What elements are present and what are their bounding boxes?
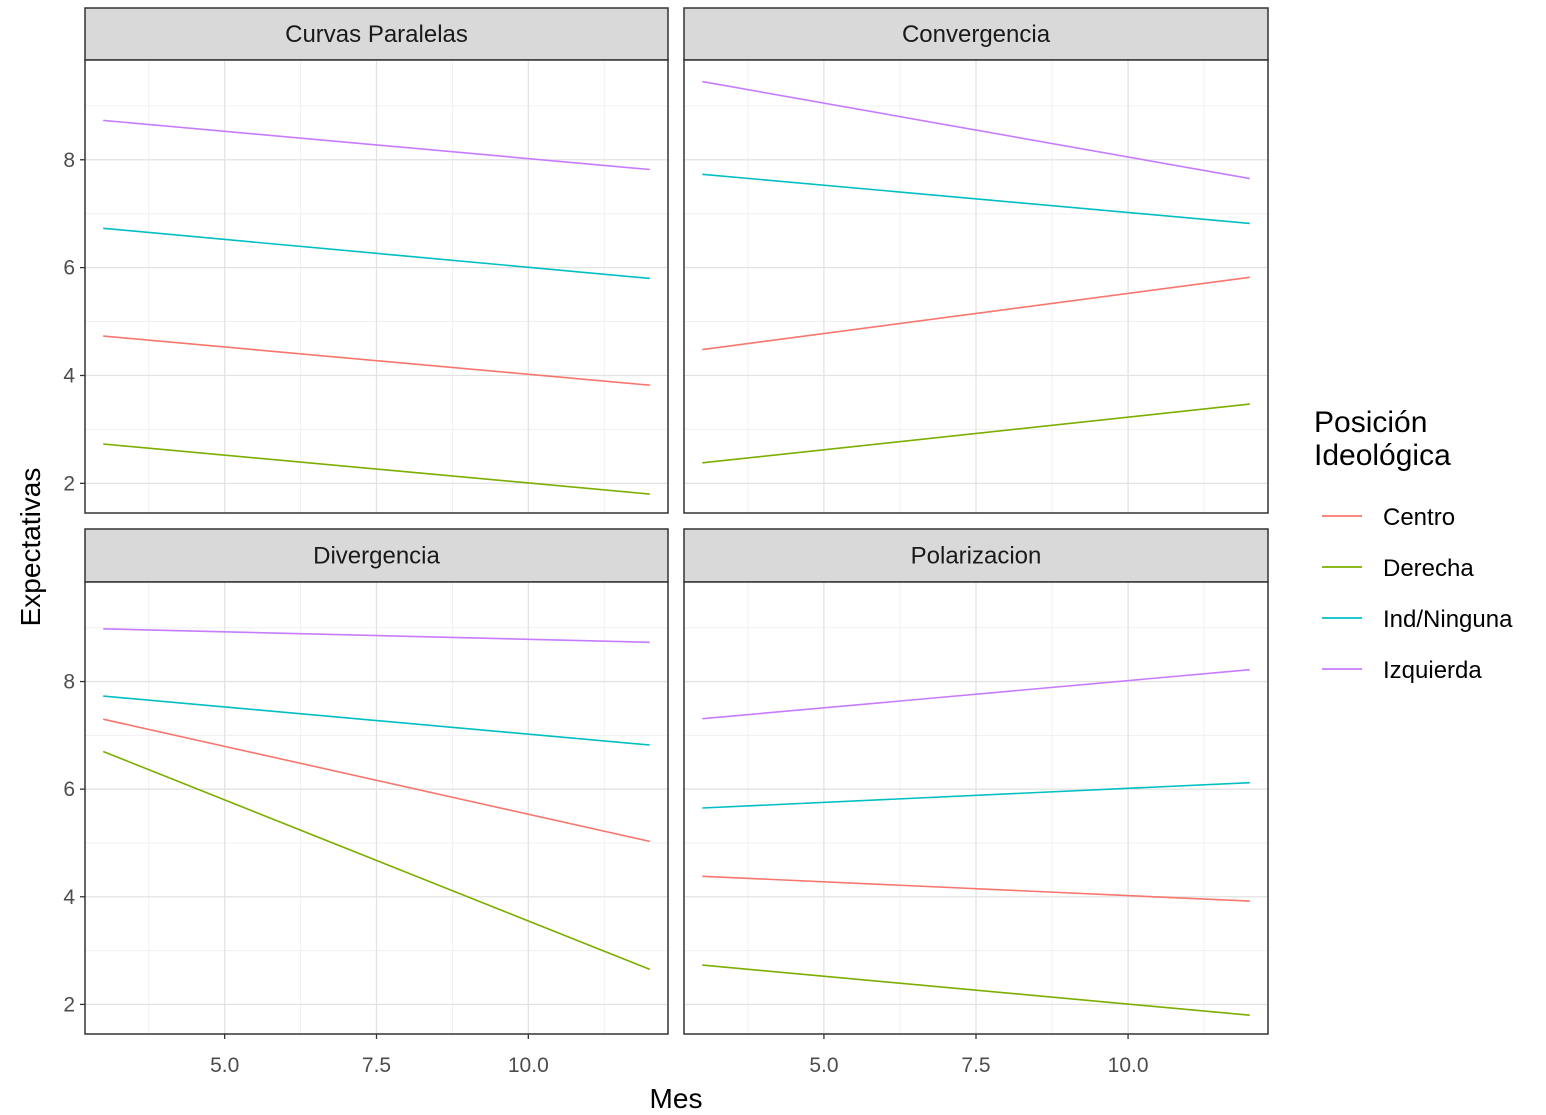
- x-tick-label: 7.5: [362, 1054, 391, 1077]
- facet-panel-3: Divergencia 2 4 6 8 5.0 7.5 10.0: [63, 528, 669, 1077]
- series-line-ind-ninguna: [702, 781, 1250, 809]
- strip-title: Curvas Paralelas: [285, 21, 468, 48]
- legend-label: Centro: [1383, 504, 1455, 531]
- series-line-centro: [702, 875, 1250, 902]
- y-tick-label: 8: [63, 671, 75, 694]
- strip-background: [683, 7, 1269, 61]
- x-tick-label: 10.0: [1108, 1054, 1149, 1077]
- y-tick-label: 2: [63, 472, 75, 495]
- x-tick-label: 5.0: [210, 1054, 239, 1077]
- series-line-ind-ninguna: [103, 695, 650, 746]
- series-line-centro: [702, 276, 1250, 351]
- strip-background: [683, 528, 1269, 583]
- series-line-izquierda: [103, 119, 650, 171]
- series-line-ind-ninguna: [702, 173, 1250, 225]
- panel-border: [84, 59, 669, 514]
- series-line-derecha: [102, 750, 651, 971]
- series-line-centro: [103, 718, 650, 843]
- series-line-derecha: [702, 403, 1250, 464]
- y-tick-label: 4: [63, 364, 75, 387]
- strip-background: [84, 528, 669, 583]
- legend-title: Ideológica: [1314, 439, 1451, 472]
- strip-title: Convergencia: [902, 21, 1051, 48]
- strip-background: [84, 7, 669, 61]
- series-line-derecha: [103, 443, 650, 495]
- series-line-centro: [103, 335, 650, 386]
- legend-label: Ind/Ninguna: [1383, 606, 1513, 633]
- y-tick-label: 6: [63, 257, 75, 280]
- legend-label: Izquierda: [1383, 657, 1482, 684]
- series-line-derecha: [702, 964, 1250, 1016]
- facet-panel-1: Curvas Paralelas 2 4 6 8: [63, 7, 669, 514]
- series-line-izquierda: [702, 80, 1250, 180]
- strip-title: Divergencia: [313, 543, 440, 570]
- y-tick-label: 8: [63, 149, 75, 172]
- facet-panel-2: Convergencia: [683, 7, 1269, 514]
- series-line-izquierda: [103, 628, 650, 644]
- x-tick-label: 7.5: [961, 1054, 990, 1077]
- panel-border: [683, 59, 1269, 514]
- y-tick-label: 4: [63, 886, 75, 909]
- series-line-ind-ninguna: [103, 227, 650, 280]
- legend-label: Derecha: [1383, 555, 1474, 582]
- facet-panel-4: Polarizacion 5.0 7.5 10.0: [683, 528, 1269, 1077]
- y-tick-label: 2: [63, 993, 75, 1016]
- x-tick-label: 10.0: [508, 1054, 549, 1077]
- y-tick-label: 6: [63, 778, 75, 801]
- x-tick-label: 5.0: [809, 1054, 838, 1077]
- series-line-izquierda: [702, 668, 1250, 720]
- y-axis-title: Expectativas: [15, 468, 46, 627]
- strip-title: Polarizacion: [911, 543, 1042, 570]
- legend-title: Posición: [1314, 406, 1427, 439]
- x-axis-title: Mes: [650, 1083, 703, 1114]
